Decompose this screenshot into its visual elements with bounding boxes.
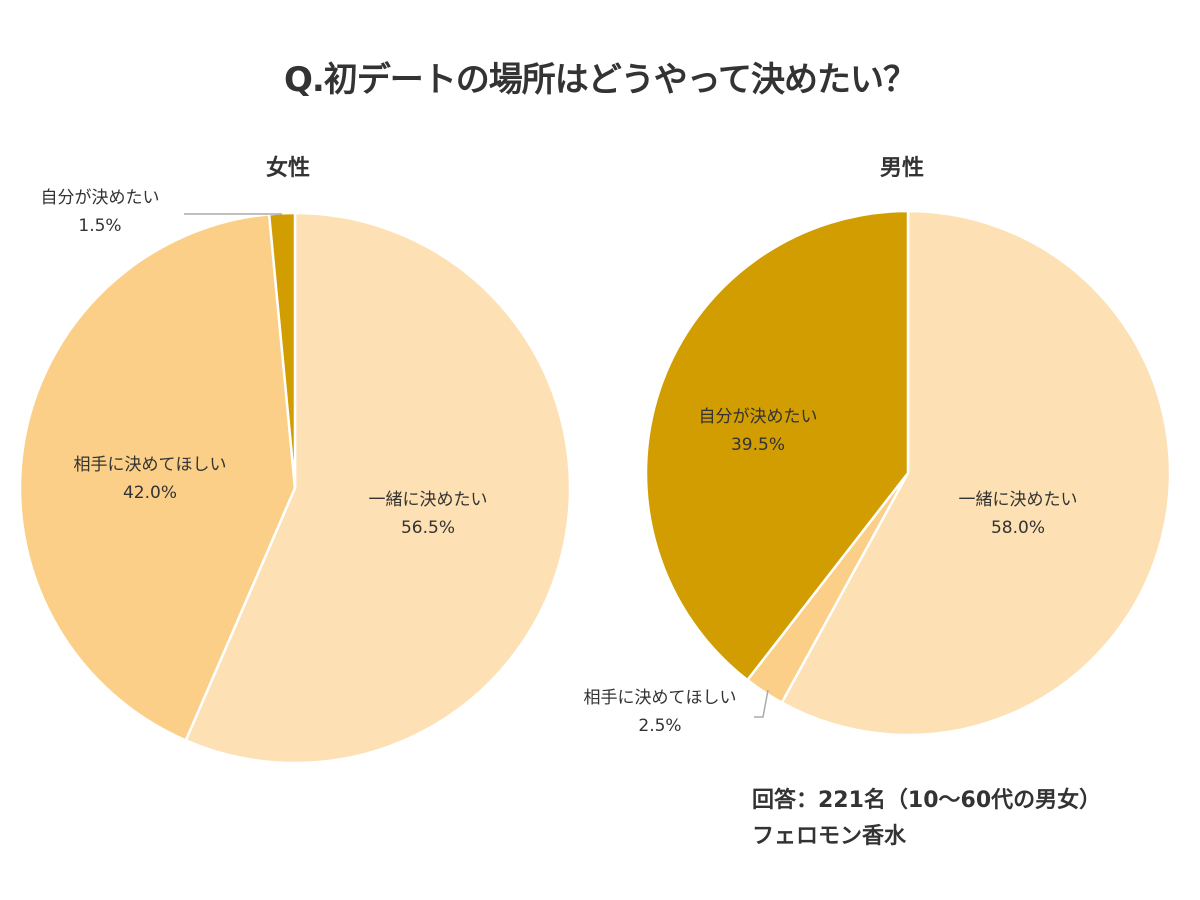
slice-label: 相手に決めてほしい [74,455,227,475]
slice-value-label: 42.0% [123,483,177,503]
pie-slice [18,212,297,743]
slice-label: 相手に決めてほしい [584,688,737,708]
slice-value-label: 2.5% [638,716,681,736]
male-pie-title: 男性 [880,156,925,181]
respondents-note: 回答：221名（10〜60代の男女） [752,788,1102,813]
female-pie-title: 女性 [266,156,311,181]
slice-label: 自分が決めたい [41,188,160,208]
slice-value-label: 56.5% [401,518,455,538]
source-note: フェロモン香水 [752,824,907,849]
slice-value-label: 39.5% [731,435,785,455]
pie-slice [780,209,1172,737]
chart-title: Q.初デートの場所はどうやって決めたい？ [283,60,917,100]
slice-label: 自分が決めたい [699,407,818,427]
slice-label: 一緒に決めたい [369,490,488,510]
leader-line [754,689,769,718]
slice-value-label: 1.5% [78,216,121,236]
pie-slice [184,211,572,765]
pie-slice [644,209,910,682]
slice-value-label: 58.0% [991,518,1045,538]
slice-label: 一緒に決めたい [959,490,1078,510]
